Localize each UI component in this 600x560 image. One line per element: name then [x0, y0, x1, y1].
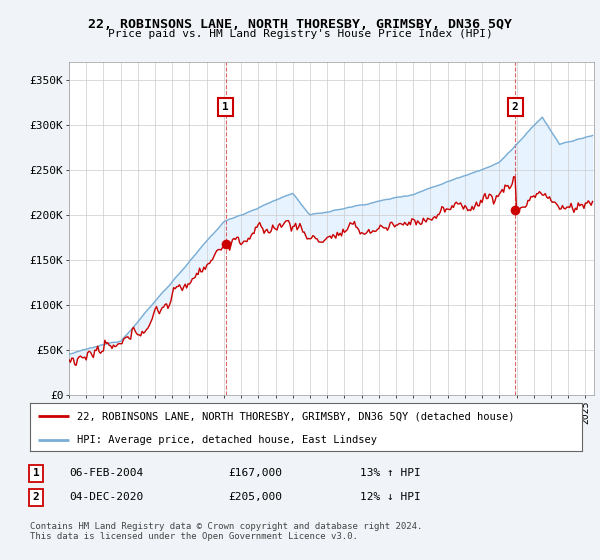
Text: Price paid vs. HM Land Registry's House Price Index (HPI): Price paid vs. HM Land Registry's House …: [107, 29, 493, 39]
Text: £205,000: £205,000: [228, 492, 282, 502]
Text: HPI: Average price, detached house, East Lindsey: HPI: Average price, detached house, East…: [77, 435, 377, 445]
Text: Contains HM Land Registry data © Crown copyright and database right 2024.
This d: Contains HM Land Registry data © Crown c…: [30, 522, 422, 542]
Text: 12% ↓ HPI: 12% ↓ HPI: [360, 492, 421, 502]
Text: 22, ROBINSONS LANE, NORTH THORESBY, GRIMSBY, DN36 5QY: 22, ROBINSONS LANE, NORTH THORESBY, GRIM…: [88, 18, 512, 31]
Text: 2: 2: [512, 101, 518, 111]
Text: 1: 1: [32, 468, 40, 478]
Text: 06-FEB-2004: 06-FEB-2004: [69, 468, 143, 478]
Text: 13% ↑ HPI: 13% ↑ HPI: [360, 468, 421, 478]
Text: 22, ROBINSONS LANE, NORTH THORESBY, GRIMSBY, DN36 5QY (detached house): 22, ROBINSONS LANE, NORTH THORESBY, GRIM…: [77, 411, 514, 421]
Text: 04-DEC-2020: 04-DEC-2020: [69, 492, 143, 502]
Text: £167,000: £167,000: [228, 468, 282, 478]
Text: 2: 2: [32, 492, 40, 502]
Text: 1: 1: [222, 101, 229, 111]
